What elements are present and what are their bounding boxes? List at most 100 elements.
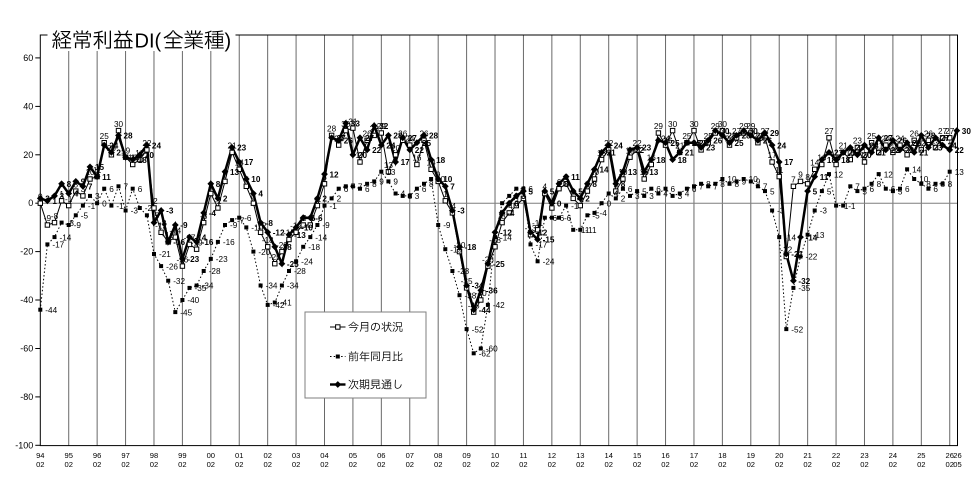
svg-text:02: 02 xyxy=(945,460,953,469)
svg-text:-8: -8 xyxy=(200,212,208,221)
svg-text:13: 13 xyxy=(386,168,396,177)
svg-text:11: 11 xyxy=(775,166,784,175)
svg-text:27: 27 xyxy=(941,134,951,143)
svg-text:8: 8 xyxy=(941,180,946,189)
svg-text:30: 30 xyxy=(689,120,699,129)
svg-text:-2: -2 xyxy=(214,197,222,206)
svg-text:8: 8 xyxy=(216,180,221,189)
svg-text:02: 02 xyxy=(519,460,527,469)
svg-text:-9: -9 xyxy=(307,214,315,223)
svg-text:8: 8 xyxy=(948,180,953,189)
svg-text:26: 26 xyxy=(398,130,408,139)
svg-text:23: 23 xyxy=(933,144,943,153)
svg-text:14: 14 xyxy=(810,159,820,168)
svg-text:25: 25 xyxy=(699,139,709,148)
svg-text:16: 16 xyxy=(412,154,422,163)
svg-text:-11: -11 xyxy=(532,219,544,228)
svg-text:28: 28 xyxy=(327,125,337,134)
svg-text:5: 5 xyxy=(550,187,555,196)
svg-text:9: 9 xyxy=(393,178,398,187)
svg-text:17: 17 xyxy=(401,158,411,167)
svg-text:3: 3 xyxy=(415,192,420,201)
svg-text:-34: -34 xyxy=(266,282,278,291)
svg-text:24: 24 xyxy=(109,141,119,150)
svg-text:25: 25 xyxy=(100,132,110,141)
svg-text:-3: -3 xyxy=(131,207,139,216)
svg-text:12: 12 xyxy=(884,170,894,179)
svg-text:02: 02 xyxy=(64,460,72,469)
svg-text:24: 24 xyxy=(948,141,958,150)
svg-text:-11: -11 xyxy=(585,226,597,235)
svg-text:-3: -3 xyxy=(457,207,465,216)
svg-text:-32: -32 xyxy=(173,277,185,286)
svg-text:6: 6 xyxy=(138,185,143,194)
svg-text:6: 6 xyxy=(528,185,533,194)
svg-text:-14: -14 xyxy=(60,233,72,242)
svg-text:25: 25 xyxy=(917,451,925,460)
svg-text:-28: -28 xyxy=(457,267,469,276)
svg-text:23: 23 xyxy=(642,144,652,153)
svg-text:26: 26 xyxy=(924,130,934,139)
svg-text:16: 16 xyxy=(661,451,669,460)
svg-text:11: 11 xyxy=(571,173,580,182)
svg-text:-18: -18 xyxy=(465,243,477,252)
svg-text:27: 27 xyxy=(732,127,742,136)
svg-text:6: 6 xyxy=(109,185,114,194)
svg-text:8: 8 xyxy=(735,180,740,189)
svg-text:-18: -18 xyxy=(280,243,292,252)
svg-text:-10: -10 xyxy=(251,224,263,233)
svg-text:27: 27 xyxy=(945,127,955,136)
svg-text:02: 02 xyxy=(889,460,897,469)
svg-text:22: 22 xyxy=(604,139,614,148)
svg-text:02: 02 xyxy=(93,460,101,469)
svg-text:02: 02 xyxy=(832,460,840,469)
svg-text:29: 29 xyxy=(654,122,664,131)
svg-text:15: 15 xyxy=(633,451,641,460)
svg-text:-22: -22 xyxy=(806,253,818,262)
svg-text:22: 22 xyxy=(832,451,840,460)
svg-text:26: 26 xyxy=(910,130,920,139)
svg-text:-16: -16 xyxy=(223,238,235,247)
svg-text:-52: -52 xyxy=(472,325,484,334)
svg-text:5: 5 xyxy=(898,187,903,196)
svg-text:-5: -5 xyxy=(81,212,89,221)
svg-text:9: 9 xyxy=(798,171,803,180)
svg-text:-52: -52 xyxy=(791,325,803,334)
svg-text:-15: -15 xyxy=(543,236,555,245)
svg-text:7: 7 xyxy=(699,183,704,192)
svg-text:-5: -5 xyxy=(592,212,600,221)
svg-text:9: 9 xyxy=(756,178,761,187)
svg-text:25: 25 xyxy=(704,132,714,141)
svg-text:-14: -14 xyxy=(784,233,796,242)
svg-text:8: 8 xyxy=(706,180,711,189)
svg-text:20: 20 xyxy=(391,144,401,153)
svg-text:8: 8 xyxy=(564,173,569,182)
svg-text:99: 99 xyxy=(178,451,186,460)
svg-text:12: 12 xyxy=(330,170,340,179)
svg-text:8: 8 xyxy=(877,180,882,189)
svg-text:6: 6 xyxy=(692,185,697,194)
svg-text:-42: -42 xyxy=(493,301,505,310)
svg-text:22: 22 xyxy=(633,139,643,148)
svg-text:-2: -2 xyxy=(548,197,556,206)
svg-text:6: 6 xyxy=(628,185,633,194)
svg-text:7: 7 xyxy=(358,183,363,192)
svg-text:22: 22 xyxy=(905,146,915,155)
svg-text:4: 4 xyxy=(543,183,548,192)
svg-text:25: 25 xyxy=(671,139,681,148)
svg-text:-60: -60 xyxy=(486,345,498,354)
svg-text:-9: -9 xyxy=(300,214,308,223)
svg-text:17: 17 xyxy=(860,151,870,160)
svg-text:40: 40 xyxy=(23,101,33,111)
svg-text:30: 30 xyxy=(720,127,730,136)
svg-text:5: 5 xyxy=(578,187,583,196)
svg-text:02: 02 xyxy=(349,460,357,469)
svg-text:-3: -3 xyxy=(777,207,785,216)
svg-text:05: 05 xyxy=(953,460,961,469)
svg-text:-8: -8 xyxy=(266,219,274,228)
svg-text:26: 26 xyxy=(344,137,354,146)
svg-text:8: 8 xyxy=(564,180,569,189)
svg-text:28: 28 xyxy=(429,132,439,141)
svg-text:-17: -17 xyxy=(536,241,548,250)
svg-text:96: 96 xyxy=(93,451,101,460)
